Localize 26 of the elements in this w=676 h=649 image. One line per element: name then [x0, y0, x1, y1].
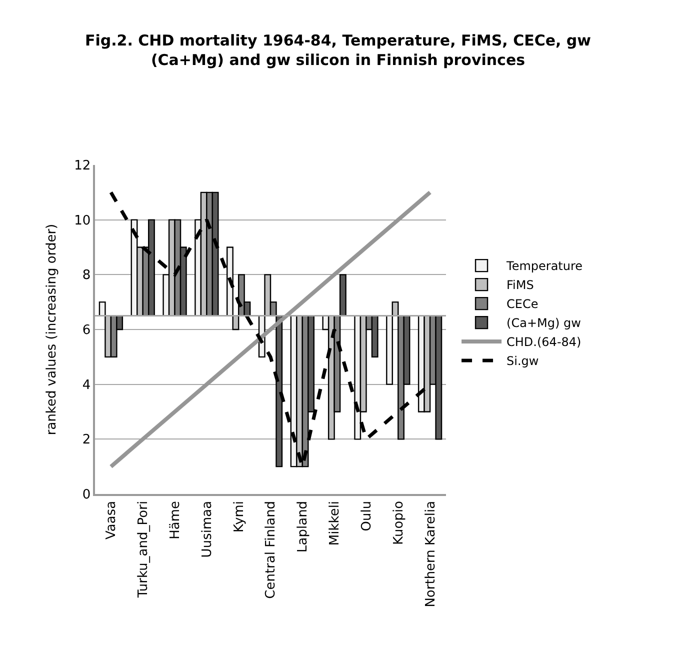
legend-label: (Ca+Mg) gw [506, 316, 582, 330]
y-tick-label: 6 [82, 323, 91, 338]
legend-label: Temperature [506, 259, 583, 274]
x-tick-label: Vaasa [104, 500, 120, 540]
legend-label: FiMS [506, 278, 534, 292]
x-tick-label: Central Finland [264, 500, 279, 599]
y-tick-label: 12 [74, 158, 91, 174]
y-tick-label: 10 [74, 213, 91, 228]
x-tick-label: Kuopio [391, 500, 406, 545]
y-tick-label: 4 [82, 378, 91, 393]
x-tick-label: Northern Karelia [423, 500, 438, 608]
y-tick-label: 2 [82, 432, 91, 448]
legend-label: Si.gw [506, 354, 539, 368]
chart-title: Fig.2. CHD mortality 1964-84, Temperature, FiMS, CECe, gw (Ca+Mg) and gw silicon in Finnish provinces [84, 31, 592, 69]
x-tick-label: Häme [168, 500, 183, 540]
x-tick-label: Oulu [359, 500, 374, 532]
y-tick-label: 0 [82, 488, 91, 503]
legend-label: CECe [506, 297, 538, 312]
y-axis-title: ranked values (increasing order) [44, 224, 60, 436]
x-tick-label: Uusimaa [200, 500, 215, 558]
x-tick-label: Turku_and_Pori [136, 500, 152, 599]
x-tick-label: Mikkeli [328, 500, 343, 546]
legend-label: CHD.(64-84) [506, 335, 582, 350]
x-tick-label: Lapland [296, 500, 311, 552]
x-tick-label: Kymi [232, 500, 247, 533]
y-tick-label: 8 [82, 268, 91, 284]
